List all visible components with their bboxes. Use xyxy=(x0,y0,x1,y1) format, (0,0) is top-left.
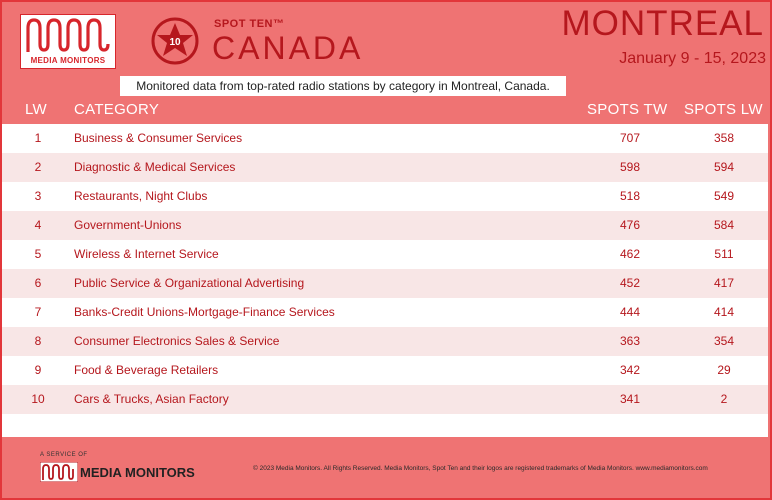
header-spots-tw: SPOTS TW xyxy=(587,101,668,118)
cell-category: Restaurants, Night Clubs xyxy=(74,189,208,203)
cell-category: Public Service & Organizational Advertis… xyxy=(74,276,305,290)
table-header: LW CATEGORY SPOTS TW SPOTS LW xyxy=(2,96,768,124)
table-row: 2 Diagnostic & Medical Services 598 594 xyxy=(2,153,768,182)
cell-spots-lw: 29 xyxy=(717,363,731,377)
cell-spots-tw: 342 xyxy=(619,363,641,377)
spot-ten-label: SPOT TEN™ xyxy=(214,18,285,30)
cell-rank: 3 xyxy=(34,189,42,203)
cell-spots-lw: 594 xyxy=(713,160,735,174)
cell-spots-tw: 476 xyxy=(619,218,641,232)
cell-category: Cars & Trucks, Asian Factory xyxy=(74,392,229,406)
cell-spots-lw: 511 xyxy=(714,247,734,261)
cell-rank: 6 xyxy=(34,276,42,290)
cell-rank: 10 xyxy=(31,392,45,406)
table-row: 9 Food & Beverage Retailers 342 29 xyxy=(2,356,768,385)
waveform-logo-icon xyxy=(26,18,110,52)
cell-spots-tw: 518 xyxy=(619,189,641,203)
cell-spots-lw: 584 xyxy=(713,218,735,232)
table-row: 4 Government-Unions 476 584 xyxy=(2,211,768,240)
cell-category: Business & Consumer Services xyxy=(74,131,243,145)
cell-rank: 2 xyxy=(34,160,42,174)
copyright-text: © 2023 Media Monitors. All Rights Reserv… xyxy=(253,465,708,472)
service-of-label: A SERVICE OF xyxy=(40,452,88,458)
spot-ten-badge: 10 xyxy=(150,16,200,66)
cell-category: Food & Beverage Retailers xyxy=(74,363,219,377)
table-row: 5 Wireless & Internet Service 462 511 xyxy=(2,240,768,269)
badge-number: 10 xyxy=(169,37,181,48)
cell-category: Banks-Credit Unions-Mortgage-Finance Ser… xyxy=(74,305,335,319)
cell-category: Government-Unions xyxy=(74,218,182,232)
subtitle: Monitored data from top-rated radio stat… xyxy=(120,76,566,96)
cell-spots-tw: 444 xyxy=(619,305,641,319)
cell-rank: 4 xyxy=(34,218,42,232)
table-row: 8 Consumer Electronics Sales & Service 3… xyxy=(2,327,768,356)
footer-brand: MEDIA MONITORS xyxy=(80,465,195,480)
cell-spots-tw: 707 xyxy=(619,131,641,145)
table-row: 10 Cars & Trucks, Asian Factory 341 2 xyxy=(2,385,768,414)
date-range: January 9 - 15, 2023 xyxy=(619,50,766,67)
country-title: CANADA xyxy=(212,30,364,66)
cell-spots-lw: 358 xyxy=(713,131,735,145)
cell-rank: 5 xyxy=(34,247,42,261)
cell-spots-lw: 414 xyxy=(713,305,735,319)
cell-category: Diagnostic & Medical Services xyxy=(74,160,236,174)
header-lw: LW xyxy=(25,101,47,118)
cell-spots-lw: 549 xyxy=(713,189,735,203)
cell-rank: 7 xyxy=(34,305,42,319)
cell-spots-lw: 2 xyxy=(720,392,728,406)
cell-spots-tw: 452 xyxy=(619,276,641,290)
cell-spots-tw: 598 xyxy=(619,160,641,174)
cell-spots-lw: 354 xyxy=(713,334,735,348)
media-monitors-logo: MEDIA MONITORS xyxy=(20,14,116,69)
cell-rank: 1 xyxy=(34,131,42,145)
cell-spots-tw: 341 xyxy=(619,392,641,406)
table-row: 7 Banks-Credit Unions-Mortgage-Finance S… xyxy=(2,298,768,327)
city-title: MONTREAL xyxy=(561,4,764,43)
cell-category: Wireless & Internet Service xyxy=(74,247,219,261)
table-row: 6 Public Service & Organizational Advert… xyxy=(2,269,768,298)
table-row: 1 Business & Consumer Services 707 358 xyxy=(2,124,768,153)
star-badge-icon: 10 xyxy=(151,17,199,65)
cell-spots-tw: 363 xyxy=(619,334,641,348)
cell-spots-lw: 417 xyxy=(713,276,735,290)
media-monitors-mini-logo-icon xyxy=(40,462,78,482)
header-spots-lw: SPOTS LW xyxy=(684,101,763,118)
cell-category: Consumer Electronics Sales & Service xyxy=(74,334,280,348)
cell-rank: 8 xyxy=(34,334,42,348)
table-row: 3 Restaurants, Night Clubs 518 549 xyxy=(2,182,768,211)
cell-rank: 9 xyxy=(34,363,42,377)
logo-label: MEDIA MONITORS xyxy=(30,56,106,65)
header-category: CATEGORY xyxy=(74,101,160,118)
cell-spots-tw: 462 xyxy=(619,247,641,261)
